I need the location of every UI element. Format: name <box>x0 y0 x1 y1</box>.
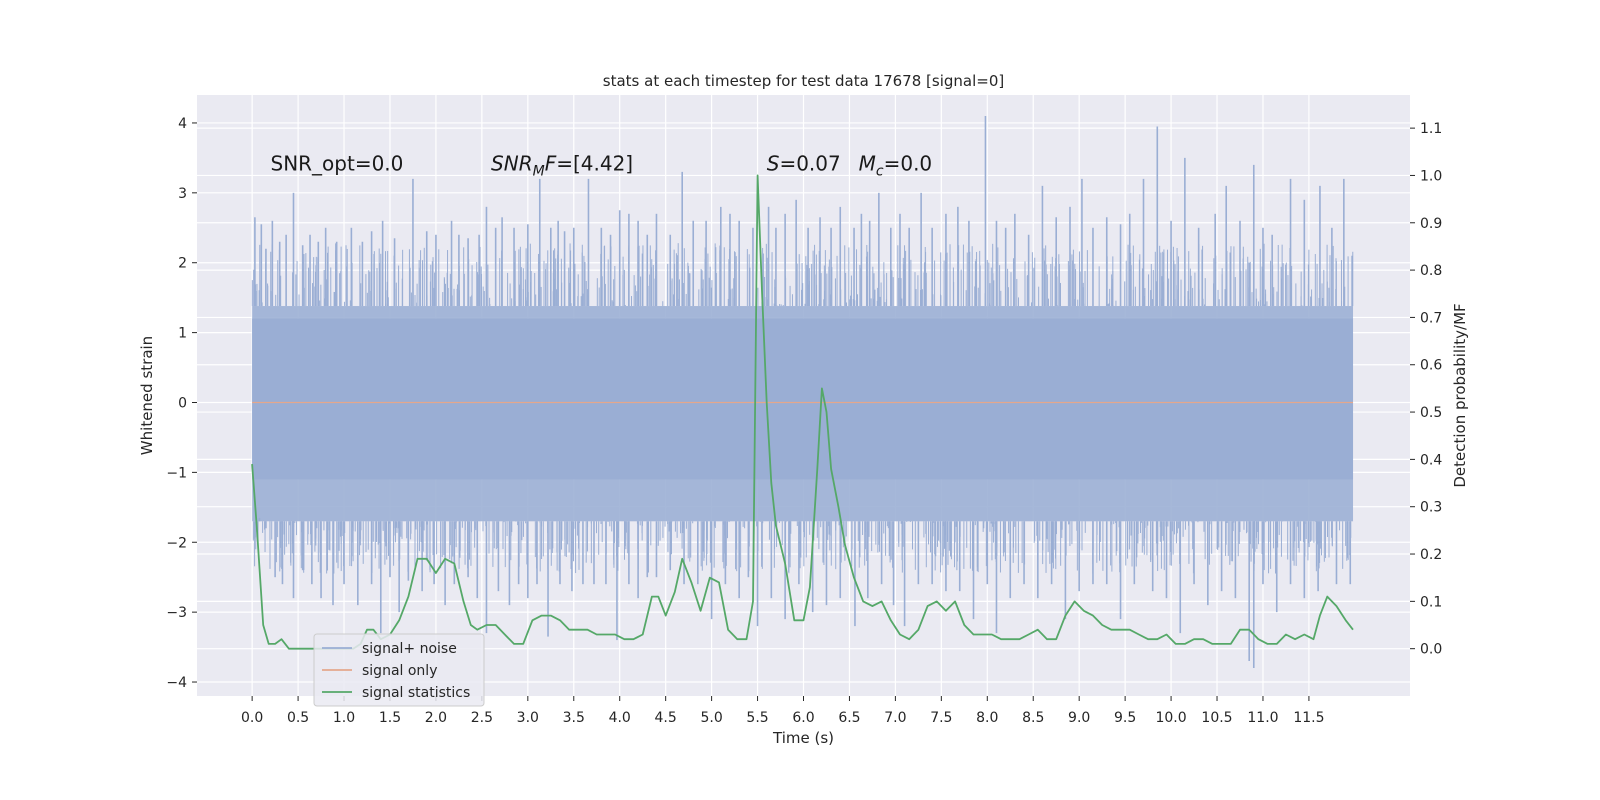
y2-tick-label: 0.7 <box>1420 310 1442 326</box>
annotation-part: SNR <box>491 151 533 175</box>
x-tick-label: 8.5 <box>1022 710 1044 726</box>
x-tick-label: 4.5 <box>655 710 677 726</box>
y2-axis-label: Detection probability/MF <box>1451 303 1469 487</box>
x-tick-label: 10.0 <box>1155 710 1186 726</box>
y2-tick-label: 0.6 <box>1420 358 1442 374</box>
annotation-part: SNR_opt=0.0 <box>271 151 404 175</box>
x-tick-label: 9.5 <box>1114 710 1136 726</box>
y-tick-label: 2 <box>178 256 187 272</box>
x-tick-label: 5.0 <box>700 710 722 726</box>
x-tick-label: 3.0 <box>517 710 539 726</box>
legend-box <box>313 633 485 707</box>
x-tick-label: 0.0 <box>241 710 263 726</box>
y2-tick-label: 1.1 <box>1420 121 1442 137</box>
legend: signal+ noise signal only signal statistic… <box>313 633 485 707</box>
x-tick-label: 6.5 <box>838 710 860 726</box>
x-tick-label: 11.5 <box>1293 710 1324 726</box>
x-tick-label: 7.0 <box>884 710 906 726</box>
x-tick-label: 1.5 <box>379 710 401 726</box>
legend-label: signal statistics <box>362 685 470 701</box>
annotation-snr-mf: SNRMF=[4.42] <box>491 151 633 179</box>
annotation-part: =0.0 <box>884 151 933 175</box>
line-series <box>251 174 1354 650</box>
annotation-part: =[4.42] <box>556 151 633 175</box>
y2-tick-label: 0.9 <box>1420 216 1442 232</box>
annotation-s-stat: S=0.07 <box>767 151 841 175</box>
y2-tick-label: 0.4 <box>1420 452 1442 468</box>
chart-title: stats at each timestep for test data 176… <box>603 72 1004 90</box>
x-axis-label: Time (s) <box>772 729 834 747</box>
y-tick-label: 4 <box>178 116 187 132</box>
annotation-part: M <box>859 151 876 175</box>
x-tick-label: 2.0 <box>425 710 447 726</box>
signal-noise-series <box>251 115 1354 669</box>
noise-band-core <box>252 318 1354 480</box>
x-tick-label: 3.5 <box>563 710 585 726</box>
y2-tick-label: 0.5 <box>1420 405 1442 421</box>
legend-label: signal only <box>362 663 437 679</box>
x-tick-label: 5.5 <box>746 710 768 726</box>
y2-tick-label: 0.1 <box>1420 594 1442 610</box>
y2-axis-ticks: 0.0 0.1 0.2 0.3 0.4 0.5 0.6 0.7 0.8 0.9 1.0 1.1 <box>1410 121 1442 658</box>
y-tick-label: −2 <box>166 535 187 551</box>
annotation-part: M <box>533 163 545 179</box>
signal-statistics-line <box>251 174 1354 650</box>
y2-tick-label: 0.3 <box>1420 500 1442 516</box>
y-tick-label: −3 <box>166 605 187 621</box>
x-tick-label: 1.0 <box>333 710 355 726</box>
x-tick-label: 2.5 <box>471 710 493 726</box>
annotation-mc: Mc=0.0 <box>859 151 933 179</box>
x-tick-label: 6.0 <box>792 710 814 726</box>
y-tick-label: 3 <box>178 186 187 202</box>
annotation-part: c <box>876 163 884 179</box>
y-tick-label: 1 <box>178 326 187 342</box>
legend-label: signal+ noise <box>362 641 457 657</box>
x-axis-ticks: 0.0 0.5 1.0 1.5 2.0 2.5 3.0 3.5 4.0 4.5 5.0 5.5 6.0 6… <box>241 696 1325 726</box>
annotation-snr-opt: SNR_opt=0.0 <box>271 151 404 175</box>
x-tick-label: 10.5 <box>1201 710 1232 726</box>
x-tick-label: 7.5 <box>930 710 952 726</box>
x-tick-label: 8.0 <box>976 710 998 726</box>
x-tick-label: 9.0 <box>1068 710 1090 726</box>
x-tick-label: 11.0 <box>1247 710 1278 726</box>
x-tick-label: 4.0 <box>609 710 631 726</box>
annotations: SNR_opt=0.0 SNRMF=[4.42] S=0.07 Mc=0.0 <box>271 151 933 179</box>
y-tick-label: 0 <box>178 395 187 411</box>
y-axis-label: Whitened strain <box>138 336 156 455</box>
y-tick-label: −1 <box>166 465 187 481</box>
x-tick-label: 0.5 <box>287 710 309 726</box>
annotation-part: =0.07 <box>779 151 840 175</box>
y-tick-label: −4 <box>166 675 187 691</box>
y2-tick-label: 1.0 <box>1420 168 1442 184</box>
y2-tick-label: 0.0 <box>1420 642 1442 658</box>
annotation-part: F <box>545 151 557 175</box>
annotation-part: S <box>767 151 780 175</box>
y-axis-ticks: −4 −3 −2 −1 0 1 2 3 4 <box>166 116 197 691</box>
y2-tick-label: 0.8 <box>1420 263 1442 279</box>
y2-tick-label: 0.2 <box>1420 547 1442 563</box>
